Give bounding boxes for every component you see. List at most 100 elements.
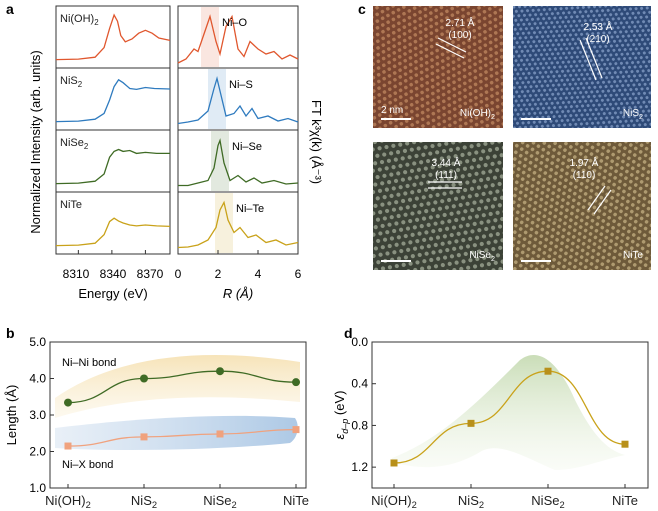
- ft-xlabel: R (Å): [223, 286, 253, 301]
- ft-xtick-1: 0: [175, 267, 182, 281]
- d-spacing-label: 1.97 Å: [570, 156, 599, 169]
- d-ylabel: εd–p (eV): [332, 391, 350, 440]
- b-y-axis: 1.0 2.0 3.0 4.0 5.0: [29, 335, 54, 495]
- ni-x-point: [216, 430, 224, 438]
- ft-highlight-band: [215, 193, 233, 253]
- d-xtick-label: NiS2: [458, 493, 484, 510]
- xanes-curve-nite: [55, 217, 171, 247]
- d-spacing-label: 3.44 Å: [432, 156, 461, 169]
- ft-bond-label: Ni–S: [229, 79, 253, 91]
- ft-curve: [177, 200, 299, 249]
- panel-c-label: c: [358, 1, 366, 17]
- lattice-fringe-marker: [587, 185, 606, 211]
- micrograph-sample-label: NiSe2: [469, 250, 495, 263]
- panel-a-label: a: [6, 1, 14, 17]
- epsilon-point: [621, 440, 629, 448]
- ft-panel-frame: [177, 5, 299, 69]
- epsilon-line: [393, 370, 626, 464]
- d-band: [392, 354, 625, 470]
- b-xtick-label: Ni(OH)2: [45, 493, 91, 510]
- b-x-axis: Ni(OH)2 NiS2 NiSe2 NiTe: [45, 484, 309, 510]
- epsilon-point: [544, 367, 552, 375]
- b-series: [64, 367, 300, 450]
- ni-x-legend: Ni–X bond: [62, 459, 113, 471]
- micrograph-background: [373, 142, 503, 270]
- ni-ni-legend: Ni–Ni bond: [62, 357, 116, 369]
- ft-ylabel: FT k³χ(k) (Å⁻³): [309, 100, 324, 184]
- panel-b-label: b: [6, 325, 15, 341]
- xanes-xtick-2: 8340: [100, 267, 127, 281]
- ni-x-point: [140, 433, 148, 441]
- xanes-sample-label: NiSe2: [60, 137, 88, 151]
- ni-x-line: [67, 428, 297, 447]
- lattice-fringe-marker: [593, 189, 612, 215]
- d-ytick-label: 0.8: [351, 418, 368, 432]
- xanes-x-axis: 8310 8340 8370 Energy (eV): [63, 267, 164, 301]
- xanes-sample-label: NiTe: [60, 199, 82, 211]
- micrograph-1: 2.71 Å(100) Ni(OH)2 2 nm: [373, 6, 503, 128]
- lattice-fringe-marker: [437, 37, 467, 53]
- ft-curve: [177, 14, 299, 64]
- ni-ni-point: [140, 374, 148, 383]
- ft-bond-label: Ni–Se: [232, 141, 262, 153]
- ni-x-point: [64, 442, 72, 450]
- ni-ni-point: [64, 398, 72, 407]
- ft-highlight-band: [211, 131, 229, 191]
- lattice-fringe-marker: [435, 43, 465, 59]
- xanes-sample-label: Ni(OH)2: [60, 13, 99, 27]
- xanes-curve-nis: [55, 78, 171, 123]
- micrographs: 2.71 Å(100) Ni(OH)2 2 nm 2.53 Å(210) NiS2 3.4…: [373, 6, 651, 270]
- b-ytick-label: 1.0: [29, 481, 46, 495]
- plane-label: (210): [586, 34, 609, 45]
- ft-x-axis: 0 2 4 6 R (Å): [175, 267, 302, 301]
- ni-x-band: [55, 415, 298, 451]
- plot-frame-d: [371, 341, 649, 489]
- d-y-axis: 0.0 0.4 0.8 1.2: [351, 335, 376, 474]
- ni-x-point: [292, 426, 300, 434]
- b-ytick-label: 5.0: [29, 335, 46, 349]
- ft-curve: [178, 138, 299, 187]
- epsilon-point: [467, 419, 475, 427]
- ft-xtick-2: 2: [215, 267, 222, 281]
- ft-xtick-3: 4: [255, 267, 262, 281]
- bond-length-chart: Length (Å) Ni–Ni bond Ni–X bond 1.0 2.0 3.…: [4, 335, 309, 510]
- lattice-pattern: [513, 6, 651, 128]
- d-xtick-label: NiTe: [612, 493, 638, 508]
- d-spacing-label: 2.71 Å: [446, 16, 475, 29]
- ft-bond-label: Ni–Te: [236, 203, 264, 215]
- d-ylabel-unit: (eV): [332, 391, 347, 419]
- xanes-plot: Normalized Intensity (arb. units) Ni(OH)…: [28, 5, 171, 301]
- epsilon-point: [390, 459, 398, 467]
- lattice-fringe-marker: [579, 39, 597, 81]
- d-series: [390, 367, 629, 467]
- b-xtick-label: NiSe2: [203, 493, 236, 510]
- ft-panel-frame: [177, 191, 299, 255]
- xanes-panel-frame: [55, 191, 171, 255]
- micrograph-sample-label: NiS2: [623, 108, 643, 121]
- plane-label: (110): [573, 170, 596, 181]
- xanes-xtick-1: 8310: [63, 267, 90, 281]
- ft-highlight-band: [201, 7, 219, 67]
- micrograph-4: 1.97 Å(110) NiTe: [513, 142, 651, 270]
- ft-curve: [177, 76, 299, 125]
- d-xtick-label: NiSe2: [531, 493, 564, 510]
- d-ytick-label: 1.2: [351, 460, 368, 474]
- d-xtick-label: Ni(OH)2: [371, 493, 417, 510]
- xanes-xlabel: Energy (eV): [78, 286, 147, 301]
- b-ytick-label: 2.0: [29, 445, 46, 459]
- d-ytick-label: 0.4: [351, 377, 368, 391]
- lattice-pattern: [513, 142, 651, 270]
- ni-ni-point: [216, 367, 224, 376]
- micrograph-2: 2.53 Å(210) NiS2: [513, 6, 651, 128]
- lattice-fringe-marker: [585, 37, 603, 79]
- b-xtick-label: NiS2: [131, 493, 157, 510]
- lattice-pattern: [373, 142, 503, 270]
- ni-ni-point: [292, 378, 300, 387]
- xanes-panels: Ni(OH)2 NiS2 NiSe2 NiTe: [55, 5, 171, 255]
- scale-bar-label: 2 nm: [381, 105, 403, 116]
- plane-label: (111): [435, 170, 457, 181]
- micrograph-sample-label: NiTe: [623, 250, 643, 261]
- b-ytick-label: 3.0: [29, 408, 46, 422]
- xanes-ylabel: Normalized Intensity (arb. units): [28, 50, 43, 234]
